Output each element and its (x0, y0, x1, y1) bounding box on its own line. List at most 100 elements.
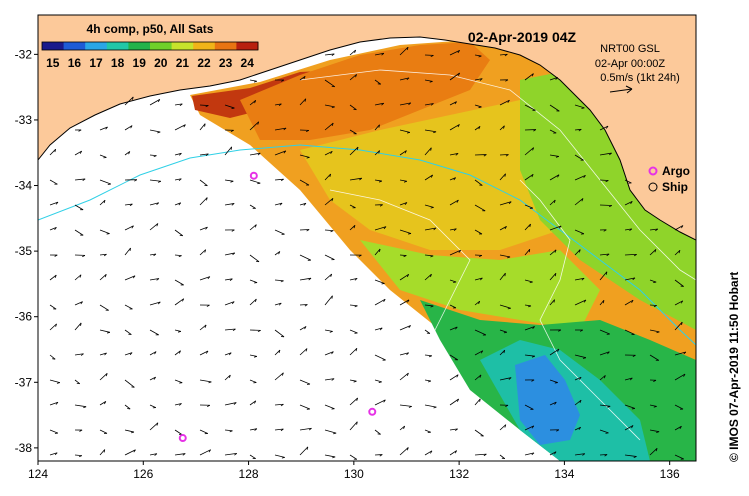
current-arrowhead (133, 449, 136, 453)
current-arrowhead (331, 198, 334, 202)
current-arrow (124, 329, 132, 335)
current-arrow (399, 129, 411, 133)
current-arrow (49, 179, 58, 185)
current-arrowhead (153, 376, 156, 380)
deep-contour-1 (299, 69, 696, 281)
current-arrowhead (104, 274, 107, 278)
current-arrowhead (508, 201, 512, 205)
current-arrowhead (330, 230, 334, 233)
lat-tick-label: -34 (15, 179, 33, 193)
current-arrowhead (579, 249, 581, 253)
current-arrow (449, 326, 458, 331)
current-arrowhead (656, 331, 660, 334)
current-arrow (149, 253, 157, 256)
current-arrow (324, 351, 334, 356)
current-arrow (49, 148, 56, 156)
current-arrow (449, 50, 460, 56)
current-arrowhead (655, 228, 659, 232)
current-arrowhead (454, 450, 458, 454)
current-arrow (349, 421, 358, 431)
current-arrow (449, 249, 461, 256)
current-arrow (674, 425, 682, 431)
colorbar-swatch (150, 42, 173, 50)
current-arrowhead (581, 277, 585, 281)
colorbar-swatch (193, 42, 216, 50)
lon-tick-label: 132 (449, 467, 469, 481)
current-arrowhead (504, 53, 508, 57)
current-arrowhead (229, 430, 233, 433)
current-arrow (624, 277, 636, 281)
current-arrowhead (232, 252, 236, 256)
current-arrowhead (480, 350, 484, 354)
current-arrow (574, 354, 587, 359)
current-arrow (274, 372, 284, 381)
current-arrow (524, 104, 536, 111)
current-arrow (399, 179, 407, 182)
current-arrow (149, 154, 157, 157)
sst-field-orange (240, 42, 490, 140)
current-arrow (474, 126, 481, 131)
current-arrowhead (508, 377, 512, 380)
current-arrow (149, 301, 161, 306)
current-arrowhead (356, 421, 358, 425)
current-arrowhead (578, 427, 581, 430)
current-arrow (474, 453, 487, 456)
current-arrowhead (229, 278, 233, 281)
current-arrow (74, 229, 84, 236)
current-arrowhead (583, 175, 586, 179)
current-arrow (349, 347, 358, 356)
colorbar-tick-label: 16 (68, 56, 82, 70)
current-arrowhead (408, 406, 412, 408)
current-arrowhead (156, 223, 159, 227)
current-arrowhead (403, 180, 408, 183)
current-arrowhead (303, 76, 306, 80)
current-arrowhead (281, 456, 285, 459)
current-arrow (49, 401, 59, 406)
current-arrow (299, 427, 312, 431)
current-arrow (299, 379, 311, 385)
current-arrow (199, 429, 208, 434)
sst-field-lightgreen (360, 240, 600, 330)
current-arrow (174, 124, 186, 131)
current-arrowhead (308, 277, 312, 281)
current-arrow (399, 299, 410, 306)
current-arrow (199, 276, 211, 281)
lat-tick-label: -38 (15, 441, 33, 455)
current-arrow (299, 76, 306, 81)
current-arrowhead (178, 202, 182, 206)
current-arrow (574, 426, 581, 431)
current-arrowhead (330, 151, 333, 154)
current-arrow (99, 329, 110, 333)
current-arrowhead (504, 424, 507, 428)
current-arrowhead (578, 128, 582, 132)
current-arrow (649, 448, 658, 456)
current-arrowhead (280, 428, 284, 432)
colorbar-swatch (106, 42, 129, 50)
current-arrow (599, 329, 610, 335)
current-arrowhead (80, 353, 84, 356)
current-arrow (274, 150, 286, 156)
current-arrow (274, 251, 281, 256)
current-arrow (224, 402, 237, 406)
current-arrow (424, 404, 437, 408)
current-arrow (374, 248, 381, 256)
current-arrowhead (104, 401, 107, 405)
current-arrow (274, 428, 284, 431)
current-arrow (74, 454, 82, 457)
current-arrow (674, 373, 686, 381)
current-arrowhead (304, 98, 307, 102)
current-arrowhead (430, 305, 434, 308)
current-arrowhead (183, 124, 186, 128)
current-arrowhead (79, 274, 82, 278)
current-arrowhead (557, 348, 560, 352)
current-arrowhead (353, 380, 357, 383)
current-arrowhead (629, 377, 633, 381)
current-arrowhead (55, 323, 57, 327)
current-arrowhead (359, 177, 363, 181)
current-arrowhead (503, 331, 507, 334)
current-arrow (399, 102, 411, 106)
current-arrow (449, 152, 459, 156)
current-arrow (449, 374, 459, 381)
current-arrow (649, 279, 657, 283)
